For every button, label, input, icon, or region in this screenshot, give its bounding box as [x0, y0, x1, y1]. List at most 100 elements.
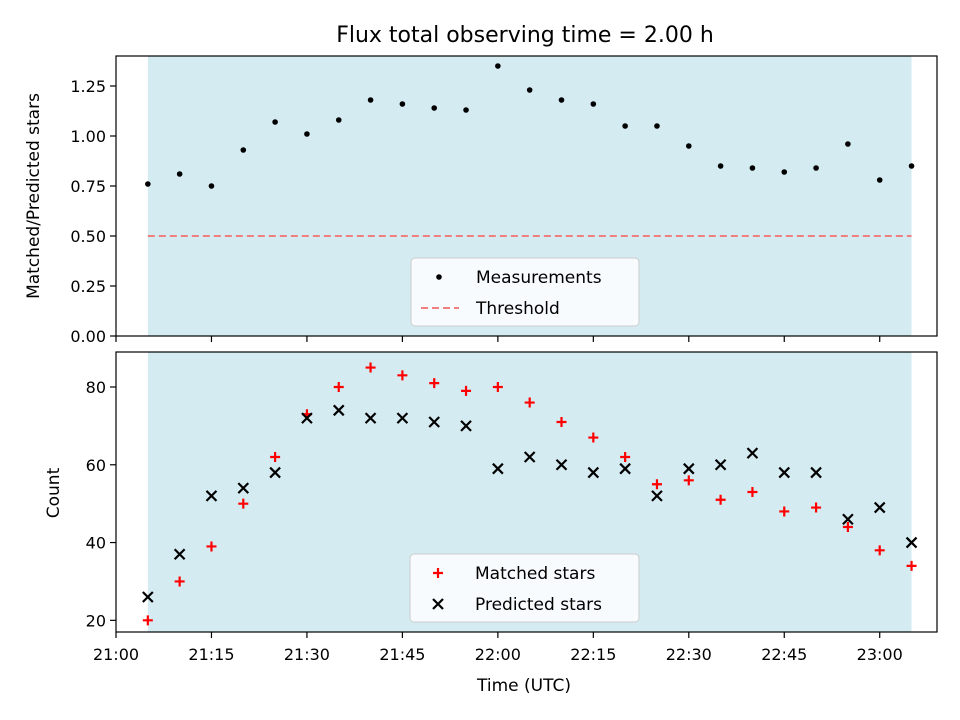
top-y-tick-label-3: 0.75 [70, 177, 106, 196]
bottom-series0-point-8 [397, 370, 408, 381]
top-series0-point-10 [463, 107, 469, 113]
top-y-tick-label-5: 1.25 [70, 77, 106, 96]
bottom-series0-point-21 [811, 502, 822, 513]
bottom-series0-point-13 [556, 417, 567, 427]
bottom-series0-point-15 [620, 452, 631, 462]
bottom-series0-point-18 [715, 494, 726, 505]
top-series0-point-9 [431, 105, 438, 111]
top-legend-label-0: Measurements [476, 268, 602, 288]
bottom-series1-point-6 [332, 404, 345, 417]
top-series0-point-13 [558, 97, 565, 103]
bottom-x-tick-label-7: 22:45 [761, 645, 807, 664]
bottom-y-tick-label-2: 60 [86, 456, 106, 475]
top-legend-label-1: Threshold [475, 299, 560, 319]
bottom-series0-point-10 [461, 385, 472, 396]
top-series0-point-7 [367, 97, 374, 103]
bottom-series1-point-16 [651, 490, 663, 502]
bottom-series1-point-5 [301, 412, 313, 424]
top-y-tick-label-0: 0.00 [70, 327, 106, 346]
bottom-x-tick-label-5: 22:15 [570, 645, 616, 664]
top-series0-point-0 [145, 181, 151, 187]
bottom-series1-point-0 [142, 591, 154, 603]
top-series0-point-2 [208, 183, 215, 189]
chart-title: Flux total observing time = 2.00 h [336, 23, 714, 48]
bottom-series1-point-23 [873, 501, 886, 514]
bottom-legend-box [409, 553, 640, 623]
bottom-series0-point-6 [333, 382, 344, 392]
bottom-series0-point-22 [842, 522, 853, 532]
bottom-series1-point-11 [492, 462, 504, 475]
bottom-series1-point-3 [237, 482, 250, 494]
x-axis-label: Time (UTC) [476, 676, 571, 696]
bottom-x-tick-label-1: 21:15 [188, 645, 234, 664]
bottom-series1-point-7 [364, 412, 377, 424]
bottom-y-tick-label-3: 80 [86, 378, 106, 397]
top-series0-point-3 [240, 147, 247, 153]
top-series0-point-11 [495, 63, 501, 69]
bottom-series1-point-20 [778, 466, 791, 479]
bottom-series1-point-24 [905, 536, 918, 549]
bottom-series0-point-19 [747, 487, 758, 497]
bottom-series1-point-4 [269, 466, 281, 479]
bottom-series1-point-22 [842, 513, 854, 525]
top-series0-point-17 [685, 143, 692, 149]
top-series0-point-15 [622, 123, 628, 129]
top-axes-frame [115, 55, 938, 337]
top-series0-point-16 [654, 123, 660, 129]
bottom-series1-point-21 [810, 466, 822, 479]
bottom-legend-swatch-1 [432, 598, 444, 610]
bottom-series0-point-2 [206, 541, 217, 552]
top-series0-point-24 [908, 163, 915, 169]
bottom-x-tick-label-0: 21:00 [93, 645, 139, 664]
bottom-series0-point-14 [588, 432, 599, 443]
top-series0-point-12 [526, 87, 533, 93]
top-series0-point-8 [399, 101, 406, 107]
bottom-x-tick-label-2: 21:30 [284, 645, 330, 664]
bottom-legend-swatch-0 [433, 568, 443, 578]
bottom-axes-frame [115, 351, 938, 633]
top-series0-point-4 [272, 119, 278, 125]
bottom-series0-point-12 [524, 397, 535, 408]
top-y-tick-label-2: 0.50 [70, 227, 106, 246]
top-series0-point-20 [781, 169, 788, 175]
bottom-x-tick-label-6: 22:30 [666, 645, 712, 664]
top-series0-point-23 [876, 177, 883, 183]
top-legend-box [410, 257, 640, 327]
bottom-x-tick-label-3: 21:45 [379, 645, 425, 664]
count-panel: 20 40 60 80 21:00 21:15 21:30 21:45 22:00 22:15 22… [86, 351, 938, 664]
top-y-tick-label-4: 1.00 [70, 127, 106, 146]
top-series0-point-18 [717, 163, 724, 169]
bottom-series1-point-1 [173, 548, 186, 560]
bottom-series0-point-7 [365, 362, 376, 373]
top-series0-point-6 [335, 117, 342, 123]
bottom-series0-point-1 [174, 576, 185, 587]
bottom-series1-point-10 [460, 420, 472, 432]
bottom-series1-point-15 [619, 462, 631, 475]
bottom-series0-point-17 [683, 475, 694, 486]
top-series0-point-14 [590, 101, 597, 107]
bottom-legend-label-0: Matched stars [475, 564, 595, 584]
top-series0-point-5 [304, 131, 310, 137]
bottom-series0-point-9 [429, 378, 440, 389]
bottom-series0-point-3 [238, 498, 249, 509]
bottom-legend: Matched stars Predicted stars [409, 553, 640, 623]
bottom-series0-point-0 [142, 615, 153, 626]
ratio-panel: 0.00 0.25 0.50 0.75 1.00 1.25 Measurements Thre… [70, 55, 938, 346]
bottom-y-tick-label-0: 20 [86, 611, 106, 630]
bottom-series1-point-13 [555, 459, 568, 471]
bottom-series1-point-19 [746, 447, 759, 459]
bottom-series0-point-11 [492, 382, 503, 392]
bottom-y-tick-label-1: 40 [86, 534, 106, 553]
bottom-series1-point-9 [428, 416, 440, 428]
bottom-series1-point-2 [205, 490, 218, 502]
bottom-x-tick-label-8: 23:00 [857, 645, 903, 664]
bottom-series1-point-14 [587, 466, 600, 479]
top-legend: Measurements Threshold [410, 257, 640, 327]
top-series0-point-1 [176, 171, 183, 177]
top-legend-swatch-0 [436, 274, 442, 280]
bottom-series1-point-17 [683, 462, 695, 475]
top-series0-point-21 [813, 165, 819, 171]
top-series0-point-22 [845, 141, 851, 147]
bottom-legend-label-1: Predicted stars [475, 595, 602, 615]
